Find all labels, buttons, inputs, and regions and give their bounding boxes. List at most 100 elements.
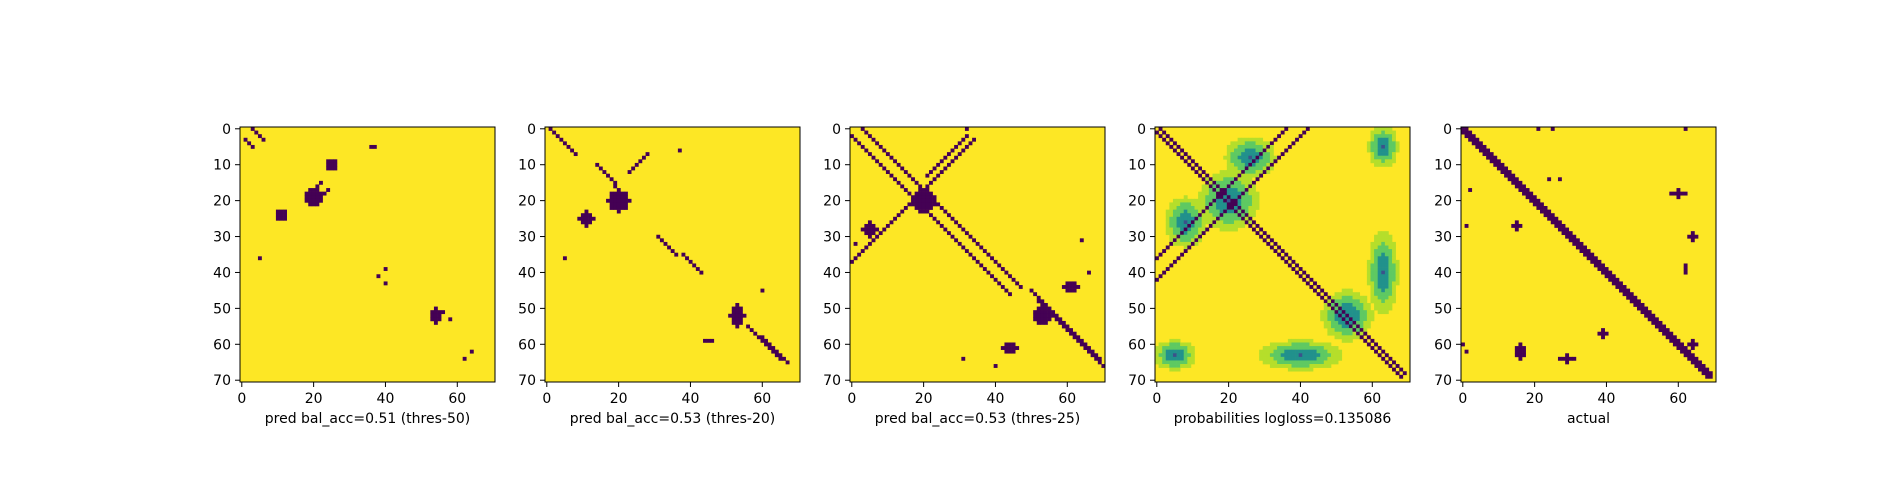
heatmap-cell bbox=[1226, 162, 1231, 167]
heatmap-cell bbox=[1381, 249, 1386, 253]
heatmap-cell bbox=[1374, 249, 1378, 253]
heatmap-cell bbox=[1040, 317, 1045, 322]
heatmap-cell bbox=[1327, 313, 1332, 318]
heatmap-cell bbox=[1327, 299, 1332, 304]
heatmap-cell bbox=[609, 202, 614, 207]
heatmap-cell bbox=[911, 198, 915, 203]
heatmap-cell bbox=[1604, 274, 1609, 279]
heatmap-cell bbox=[878, 144, 883, 149]
heatmap-cell bbox=[1478, 141, 1483, 146]
heatmap-cell bbox=[925, 191, 930, 196]
heatmap-cell bbox=[1176, 213, 1181, 218]
heatmap-cell bbox=[911, 202, 915, 207]
heatmap-cell bbox=[1219, 198, 1224, 203]
heatmap-cell bbox=[1540, 202, 1544, 207]
heatmap-cell bbox=[1051, 313, 1056, 318]
heatmap-cell bbox=[1237, 159, 1242, 164]
heatmap-cell bbox=[1384, 270, 1389, 275]
heatmap-cell bbox=[1036, 306, 1041, 311]
heatmap-cell bbox=[1208, 209, 1213, 214]
heatmap-cell bbox=[1262, 360, 1267, 365]
axes-frame bbox=[239, 126, 496, 383]
heatmap-cell bbox=[1008, 349, 1012, 354]
heatmap-cell bbox=[946, 213, 951, 218]
heatmap-cell bbox=[1377, 306, 1382, 311]
heatmap-cell bbox=[1676, 346, 1681, 350]
heatmap-cell bbox=[1234, 227, 1238, 232]
heatmap-cell bbox=[1248, 188, 1253, 192]
heatmap-cell bbox=[1486, 148, 1491, 153]
heatmap-cell bbox=[911, 177, 915, 182]
heatmap-cell bbox=[1155, 256, 1159, 261]
heatmap-cell bbox=[1201, 206, 1206, 210]
y-tick-label: 20 bbox=[1128, 194, 1146, 210]
heatmap-cell bbox=[1384, 155, 1389, 160]
heatmap-cell bbox=[1298, 367, 1303, 372]
heatmap-cell bbox=[1341, 310, 1346, 315]
heatmap-cell bbox=[1004, 346, 1009, 350]
heatmap-cell bbox=[1348, 299, 1353, 304]
heatmap-cell bbox=[731, 317, 736, 322]
heatmap-cell bbox=[1547, 213, 1552, 218]
heatmap-cell bbox=[1194, 238, 1199, 243]
heatmap-cell bbox=[1384, 256, 1389, 261]
heatmap-cell bbox=[1165, 216, 1170, 221]
heatmap-cell bbox=[1302, 360, 1307, 365]
heatmap-cell bbox=[1244, 220, 1249, 225]
heatmap-cell bbox=[1629, 299, 1634, 304]
heatmap-cell bbox=[1008, 346, 1012, 350]
heatmap-cell bbox=[1259, 152, 1264, 157]
heatmap-cell bbox=[1352, 324, 1357, 329]
heatmap-cell bbox=[1223, 198, 1228, 203]
heatmap-cell bbox=[1280, 356, 1285, 361]
heatmap-cell bbox=[1172, 259, 1177, 264]
heatmap-cell bbox=[1219, 216, 1224, 221]
heatmap-cell bbox=[1183, 346, 1188, 350]
heatmap-cell bbox=[1047, 317, 1052, 322]
heatmap-cell bbox=[1241, 216, 1246, 221]
heatmap-cell bbox=[1223, 195, 1228, 200]
heatmap-cell bbox=[1323, 360, 1328, 365]
heatmap-cell bbox=[1345, 338, 1350, 343]
heatmap-cell bbox=[1504, 166, 1508, 171]
heatmap-cell bbox=[1069, 285, 1073, 289]
heatmap-cell bbox=[1323, 292, 1328, 297]
heatmap-cell bbox=[1216, 198, 1220, 203]
heatmap-cell bbox=[1295, 353, 1299, 358]
heatmap-cell bbox=[1374, 152, 1378, 157]
heatmap-cell bbox=[1190, 241, 1195, 246]
heatmap-cell bbox=[1255, 148, 1260, 153]
heatmap-cell bbox=[1615, 281, 1620, 286]
heatmap-cell bbox=[1619, 285, 1623, 289]
heatmap-cell bbox=[706, 338, 711, 343]
heatmap-cell bbox=[1374, 256, 1378, 261]
heatmap-cell bbox=[1370, 155, 1375, 160]
heatmap-cell bbox=[982, 267, 987, 271]
heatmap-cell bbox=[1366, 263, 1371, 268]
heatmap-cell bbox=[857, 252, 862, 257]
heatmap-cell bbox=[1230, 184, 1235, 189]
heatmap-cell bbox=[609, 191, 614, 196]
heatmap-cell bbox=[250, 144, 255, 149]
heatmap-cell bbox=[1377, 277, 1382, 282]
heatmap-cell bbox=[1262, 346, 1267, 350]
heatmap-cell bbox=[853, 256, 858, 261]
heatmap-cell bbox=[1172, 367, 1177, 372]
heatmap-cell bbox=[1359, 306, 1364, 311]
heatmap-cell bbox=[1198, 223, 1202, 228]
heatmap-cell bbox=[1284, 252, 1289, 257]
heatmap-cell bbox=[1384, 141, 1389, 146]
heatmap-cell bbox=[1251, 180, 1256, 185]
heatmap-cell bbox=[1287, 342, 1292, 347]
heatmap-cell bbox=[1162, 249, 1167, 253]
heatmap-cell bbox=[871, 155, 876, 160]
heatmap-cell bbox=[1223, 223, 1228, 228]
heatmap-cell bbox=[606, 198, 610, 203]
heatmap-cell bbox=[1187, 220, 1192, 225]
heatmap-cell bbox=[1356, 331, 1361, 336]
heatmap-cell bbox=[1330, 317, 1335, 322]
heatmap-cell bbox=[1165, 209, 1170, 214]
heatmap-cell bbox=[1176, 223, 1181, 228]
heatmap-cell bbox=[1187, 216, 1192, 221]
heatmap-cell bbox=[1676, 342, 1681, 347]
